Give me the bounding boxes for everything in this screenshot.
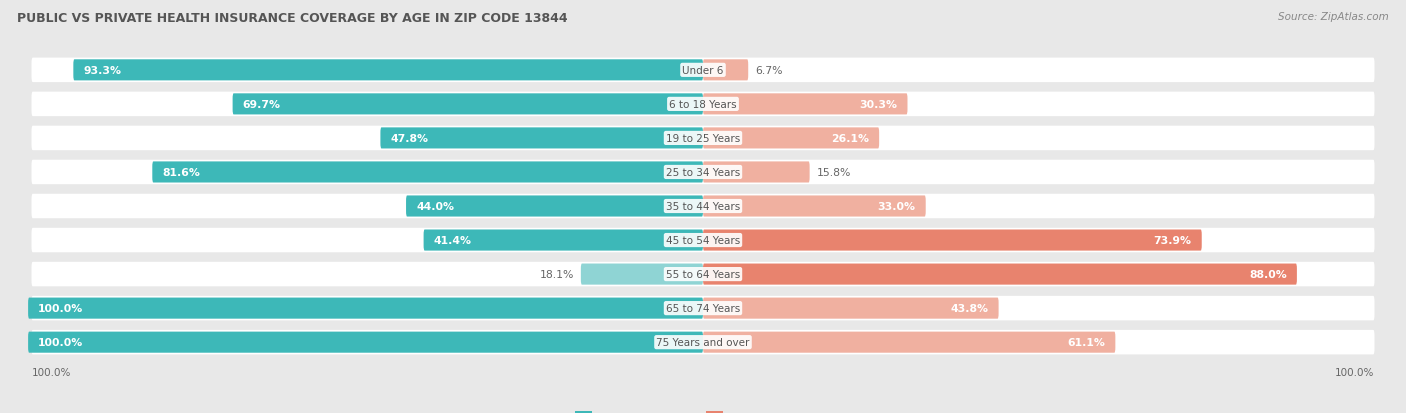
FancyBboxPatch shape <box>28 298 703 319</box>
Text: 44.0%: 44.0% <box>416 202 454 211</box>
Text: 73.9%: 73.9% <box>1153 235 1192 245</box>
Text: 65 to 74 Years: 65 to 74 Years <box>666 304 740 313</box>
FancyBboxPatch shape <box>703 94 907 115</box>
Text: PUBLIC VS PRIVATE HEALTH INSURANCE COVERAGE BY AGE IN ZIP CODE 13844: PUBLIC VS PRIVATE HEALTH INSURANCE COVER… <box>17 12 568 25</box>
Text: Source: ZipAtlas.com: Source: ZipAtlas.com <box>1278 12 1389 22</box>
FancyBboxPatch shape <box>703 264 1296 285</box>
FancyBboxPatch shape <box>31 228 1375 253</box>
Text: 100.0%: 100.0% <box>38 304 83 313</box>
Text: 18.1%: 18.1% <box>540 269 574 280</box>
Text: 93.3%: 93.3% <box>83 66 121 76</box>
Text: 75 Years and over: 75 Years and over <box>657 337 749 347</box>
FancyBboxPatch shape <box>423 230 703 251</box>
Text: 41.4%: 41.4% <box>433 235 472 245</box>
Text: 26.1%: 26.1% <box>831 133 869 144</box>
FancyBboxPatch shape <box>232 94 703 115</box>
FancyBboxPatch shape <box>703 128 879 149</box>
Legend: Public Insurance, Private Insurance: Public Insurance, Private Insurance <box>571 407 835 413</box>
FancyBboxPatch shape <box>703 230 1202 251</box>
FancyBboxPatch shape <box>703 60 748 81</box>
Text: 30.3%: 30.3% <box>859 100 897 109</box>
FancyBboxPatch shape <box>31 194 1375 219</box>
Text: 100.0%: 100.0% <box>31 367 70 377</box>
Text: 19 to 25 Years: 19 to 25 Years <box>666 133 740 144</box>
FancyBboxPatch shape <box>31 160 1375 185</box>
FancyBboxPatch shape <box>703 332 1115 353</box>
Text: 69.7%: 69.7% <box>243 100 281 109</box>
FancyBboxPatch shape <box>31 262 1375 287</box>
Text: 15.8%: 15.8% <box>817 168 851 178</box>
FancyBboxPatch shape <box>31 59 1375 83</box>
Text: 43.8%: 43.8% <box>950 304 988 313</box>
Text: 35 to 44 Years: 35 to 44 Years <box>666 202 740 211</box>
Text: 100.0%: 100.0% <box>1336 367 1375 377</box>
FancyBboxPatch shape <box>381 128 703 149</box>
FancyBboxPatch shape <box>73 60 703 81</box>
Text: 45 to 54 Years: 45 to 54 Years <box>666 235 740 245</box>
Text: Under 6: Under 6 <box>682 66 724 76</box>
FancyBboxPatch shape <box>31 296 1375 320</box>
Text: 33.0%: 33.0% <box>877 202 915 211</box>
FancyBboxPatch shape <box>581 264 703 285</box>
Text: 55 to 64 Years: 55 to 64 Years <box>666 269 740 280</box>
FancyBboxPatch shape <box>703 162 810 183</box>
Text: 6 to 18 Years: 6 to 18 Years <box>669 100 737 109</box>
Text: 81.6%: 81.6% <box>163 168 200 178</box>
FancyBboxPatch shape <box>31 93 1375 117</box>
Text: 100.0%: 100.0% <box>38 337 83 347</box>
FancyBboxPatch shape <box>31 330 1375 354</box>
Text: 25 to 34 Years: 25 to 34 Years <box>666 168 740 178</box>
FancyBboxPatch shape <box>28 332 703 353</box>
FancyBboxPatch shape <box>703 298 998 319</box>
Text: 88.0%: 88.0% <box>1249 269 1286 280</box>
Text: 6.7%: 6.7% <box>755 66 783 76</box>
Text: 61.1%: 61.1% <box>1067 337 1105 347</box>
FancyBboxPatch shape <box>152 162 703 183</box>
FancyBboxPatch shape <box>406 196 703 217</box>
FancyBboxPatch shape <box>703 196 925 217</box>
Text: 47.8%: 47.8% <box>391 133 429 144</box>
FancyBboxPatch shape <box>31 126 1375 151</box>
